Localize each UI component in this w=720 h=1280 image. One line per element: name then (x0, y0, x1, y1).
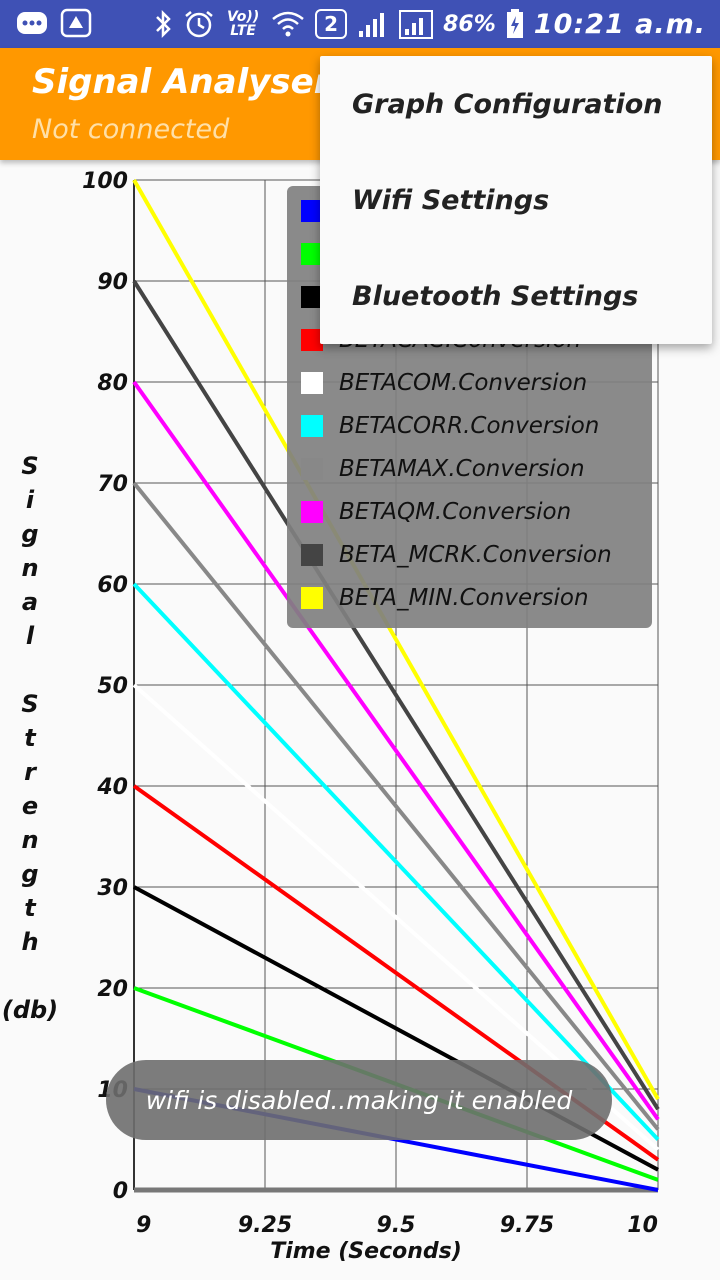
y-axis-label-char: (db) (2, 996, 58, 1024)
connection-status: Not connected (32, 114, 230, 145)
legend-label: BETA_MCRK.Conversion (339, 542, 612, 568)
y-axis-label-char: S (21, 690, 38, 718)
menu-item-label: Graph Configuration (352, 88, 663, 120)
chat-icon (16, 8, 48, 38)
y-tick-label: 80 (97, 371, 128, 396)
y-axis-label-char: r (24, 758, 38, 786)
volte-icon: Vo)) LTE (225, 9, 261, 39)
legend-item: BETAMAX.Conversion (301, 454, 585, 484)
menu-item-label: Wifi Settings (352, 184, 550, 216)
bluetooth-icon (153, 9, 173, 39)
legend-swatch (301, 329, 323, 351)
menu-item-graph-configuration[interactable]: Graph Configuration (352, 74, 663, 134)
x-tick-label: 9 (136, 1213, 151, 1238)
legend-item: BETAQM.Conversion (301, 497, 571, 527)
y-axis-label-char: n (21, 554, 38, 582)
series-line-8 (132, 279, 660, 1111)
menu-item-label: Bluetooth Settings (352, 280, 639, 312)
legend-item (301, 196, 339, 226)
legend-item: BETACORR.Conversion (301, 411, 599, 441)
y-tick-label: 20 (97, 977, 128, 1002)
overflow-menu: Graph Configuration Wifi Settings Blueto… (320, 56, 712, 344)
legend-swatch (301, 243, 323, 265)
legend-swatch (301, 372, 323, 394)
battery-percentage: 86% (443, 11, 496, 37)
y-axis-label-char: l (26, 622, 35, 650)
y-tick-label: 30 (97, 876, 128, 901)
y-axis-label-char: S (21, 452, 38, 480)
x-tick-label: 9.75 (500, 1213, 554, 1238)
legend-swatch (301, 286, 323, 308)
y-axis-label-char: t (24, 894, 37, 922)
y-axis-label-char: e (22, 792, 38, 820)
y-axis-label-char: a (22, 588, 38, 616)
legend-label: BETA_MIN.Conversion (339, 585, 589, 611)
y-tick-label: 50 (97, 674, 128, 699)
legend-item: BETA_MIN.Conversion (301, 583, 589, 613)
legend-swatch (301, 415, 323, 437)
x-tick-label: 10 (627, 1213, 658, 1238)
clock: 10:21 a.m. (533, 8, 706, 40)
y-axis-label-char: g (21, 860, 38, 888)
legend-item: BETACOM.Conversion (301, 368, 587, 398)
legend-swatch (301, 587, 323, 609)
sim2-text: 2 (324, 12, 339, 36)
series-line-5 (132, 582, 660, 1141)
toast-message: wifi is disabled..making it enabled (106, 1060, 612, 1140)
y-axis-label-char: t (24, 724, 37, 752)
legend-swatch (301, 544, 323, 566)
toast-text: wifi is disabled..making it enabled (145, 1085, 573, 1115)
y-tick-label: 70 (97, 472, 128, 497)
status-bar: Vo)) LTE 2 86% 10:21 a.m. (0, 0, 720, 48)
legend-item: BETA_MCRK.Conversion (301, 540, 612, 570)
alarm-icon (183, 9, 215, 39)
x-tick-label: 9.5 (377, 1213, 416, 1238)
y-axis-label-char: n (21, 826, 38, 854)
y-axis-label-char: g (21, 520, 38, 548)
app-icon (60, 8, 92, 38)
legend-label: BETACOM.Conversion (339, 370, 588, 396)
legend-swatch (301, 458, 323, 480)
battery-icon (506, 9, 524, 39)
legend-item (301, 239, 339, 269)
y-axis-label-char: i (26, 486, 35, 514)
sim2-icon: 2 (315, 9, 348, 39)
series-line-6 (132, 481, 660, 1131)
y-tick-label: 90 (97, 270, 128, 295)
menu-item-wifi-settings[interactable]: Wifi Settings (352, 170, 549, 230)
legend-swatch (301, 501, 323, 523)
volte-text: Vo)) LTE (226, 9, 260, 39)
app-title: Signal Analyser (32, 62, 331, 102)
y-axis-label-char: h (21, 928, 38, 956)
wifi-icon (271, 9, 305, 39)
legend-item (301, 282, 339, 312)
legend-label: BETACORR.Conversion (339, 413, 600, 439)
x-axis-label: Time (Seconds) (270, 1239, 462, 1264)
legend-label: BETAMAX.Conversion (339, 456, 585, 482)
menu-item-bluetooth-settings[interactable]: Bluetooth Settings (352, 266, 638, 326)
x-tick-label: 9.25 (238, 1213, 292, 1238)
y-tick-label: 100 (82, 169, 128, 194)
series-line-9 (132, 179, 660, 1101)
legend-swatch (301, 200, 323, 222)
signal-icon (357, 9, 389, 39)
y-tick-label: 0 (113, 1179, 128, 1204)
legend-label: BETAQM.Conversion (339, 499, 572, 525)
series-line-7 (132, 380, 660, 1121)
y-tick-label: 40 (96, 775, 128, 800)
y-tick-label: 60 (97, 573, 128, 598)
signal2-icon (399, 9, 434, 39)
